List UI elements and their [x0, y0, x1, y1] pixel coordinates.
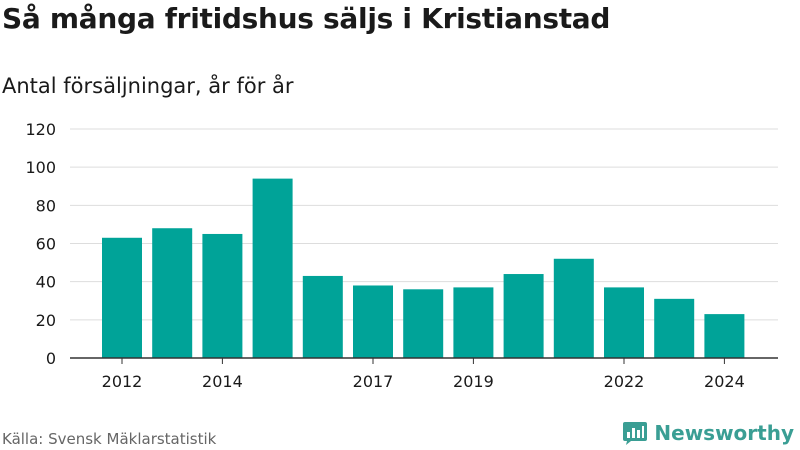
- chart-subtitle: Antal försäljningar, år för år: [2, 74, 294, 98]
- bar-2016: [302, 275, 343, 358]
- bar-2019: [453, 287, 494, 358]
- x-tick-label-2019: 2019: [453, 372, 494, 391]
- bar-2021: [553, 258, 594, 358]
- x-axis: 2012 2014 2017 2019 2022 2024: [70, 357, 778, 391]
- bar-2012: [102, 237, 142, 358]
- bar-2024: [704, 314, 745, 358]
- brand-name: Newsworthy: [654, 421, 794, 445]
- bar-2015: [252, 178, 293, 358]
- x-tick-label-2017: 2017: [353, 372, 394, 391]
- bar-chart-logo-icon: [623, 422, 648, 445]
- y-tick-label: 40: [36, 273, 56, 292]
- bar-2022: [604, 287, 644, 358]
- y-tick-label: 80: [36, 196, 56, 215]
- x-tick-label-2022: 2022: [604, 372, 645, 391]
- y-tick-label: 20: [36, 311, 56, 330]
- brand-logo: Newsworthy: [622, 420, 794, 446]
- y-tick-label: 0: [46, 349, 56, 368]
- bar-2018: [403, 289, 444, 358]
- chart-title: Så många fritidshus säljs i Kristianstad: [2, 2, 611, 35]
- x-tick-label-2012: 2012: [102, 372, 143, 391]
- x-tick-label-2014: 2014: [202, 372, 243, 391]
- y-tick-label: 120: [25, 120, 56, 139]
- bar-2023: [654, 298, 695, 358]
- y-axis-ticks: 0 20 40 60 80 100 120: [25, 120, 56, 368]
- bars: [102, 178, 745, 358]
- bar-2014: [202, 233, 243, 358]
- bar-2020: [503, 274, 544, 358]
- bar-2013: [152, 228, 193, 358]
- y-tick-label: 100: [25, 158, 56, 177]
- y-tick-label: 60: [36, 235, 56, 254]
- source-note: Källa: Svensk Mäklarstatistik: [2, 430, 217, 448]
- x-tick-label-2024: 2024: [704, 372, 745, 391]
- bar-2017: [353, 285, 393, 358]
